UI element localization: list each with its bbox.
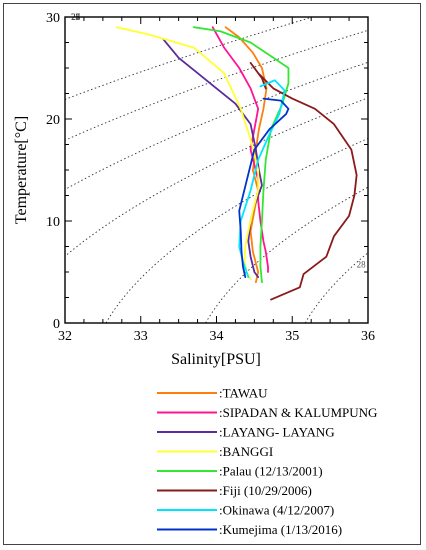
x-tick-label: 33 [134,329,148,344]
isopycnal-29 [405,17,422,323]
series-line-7 [238,79,286,279]
series-line-4 [115,26,260,281]
x-tick-label: 32 [58,329,72,344]
legend-label: :SIPADAN & KALUMPUNG [219,405,377,420]
isopycnal-27 [205,186,368,323]
isopycnal-24 [65,61,368,190]
x-tick-labels: 32 33 34 35 36 [58,329,375,344]
x-tick-label: 35 [285,329,299,344]
legend-label: :LAYANG- LAYANG [219,425,335,440]
legend-label: :BANGGI [219,444,273,459]
legend-label: :TAWAU [219,386,268,401]
legend: :TAWAU :SIPADAN & KALUMPUNG :LAYANG- LAYAN… [157,386,377,537]
figure-frame: 22 23 24 25 26 27 28 32 33 34 35 36 0 10 20 30 Salini… [3,3,421,545]
isopycnal-28 [304,252,368,323]
series-lines [115,26,358,301]
plot-area-border [64,16,369,324]
y-tick-labels: 0 10 20 30 [46,11,60,332]
legend-label: :Kumejima (1/13/2016) [219,522,342,537]
isopycnal-23 [65,29,368,141]
axis-ticks [64,16,369,324]
legend-label: :Palau (12/13/2001) [219,464,323,479]
x-tick-label: 34 [210,329,224,344]
series-line-2 [211,26,269,273]
isopycnal-26 [105,137,368,323]
series-line-8 [238,97,290,279]
y-tick-label: 30 [46,11,60,26]
y-tick-label: 10 [46,215,60,230]
y-axis-title: Temperature[°C] [13,116,30,224]
y-tick-label: 20 [46,113,60,128]
legend-label: :Fiji (10/29/2006) [219,483,312,498]
series-line-5 [192,26,290,284]
isopycnal-lines [65,17,422,323]
x-axis-title: Salinity[PSU] [171,351,261,368]
y-tick-label: 0 [53,317,60,332]
isopycnal-22 [65,17,313,100]
legend-label: :Okinawa (4/12/2007) [219,503,334,518]
series-line-6 [249,62,358,301]
x-tick-label: 36 [361,329,375,344]
isopycnal-label: 28 [357,259,367,269]
